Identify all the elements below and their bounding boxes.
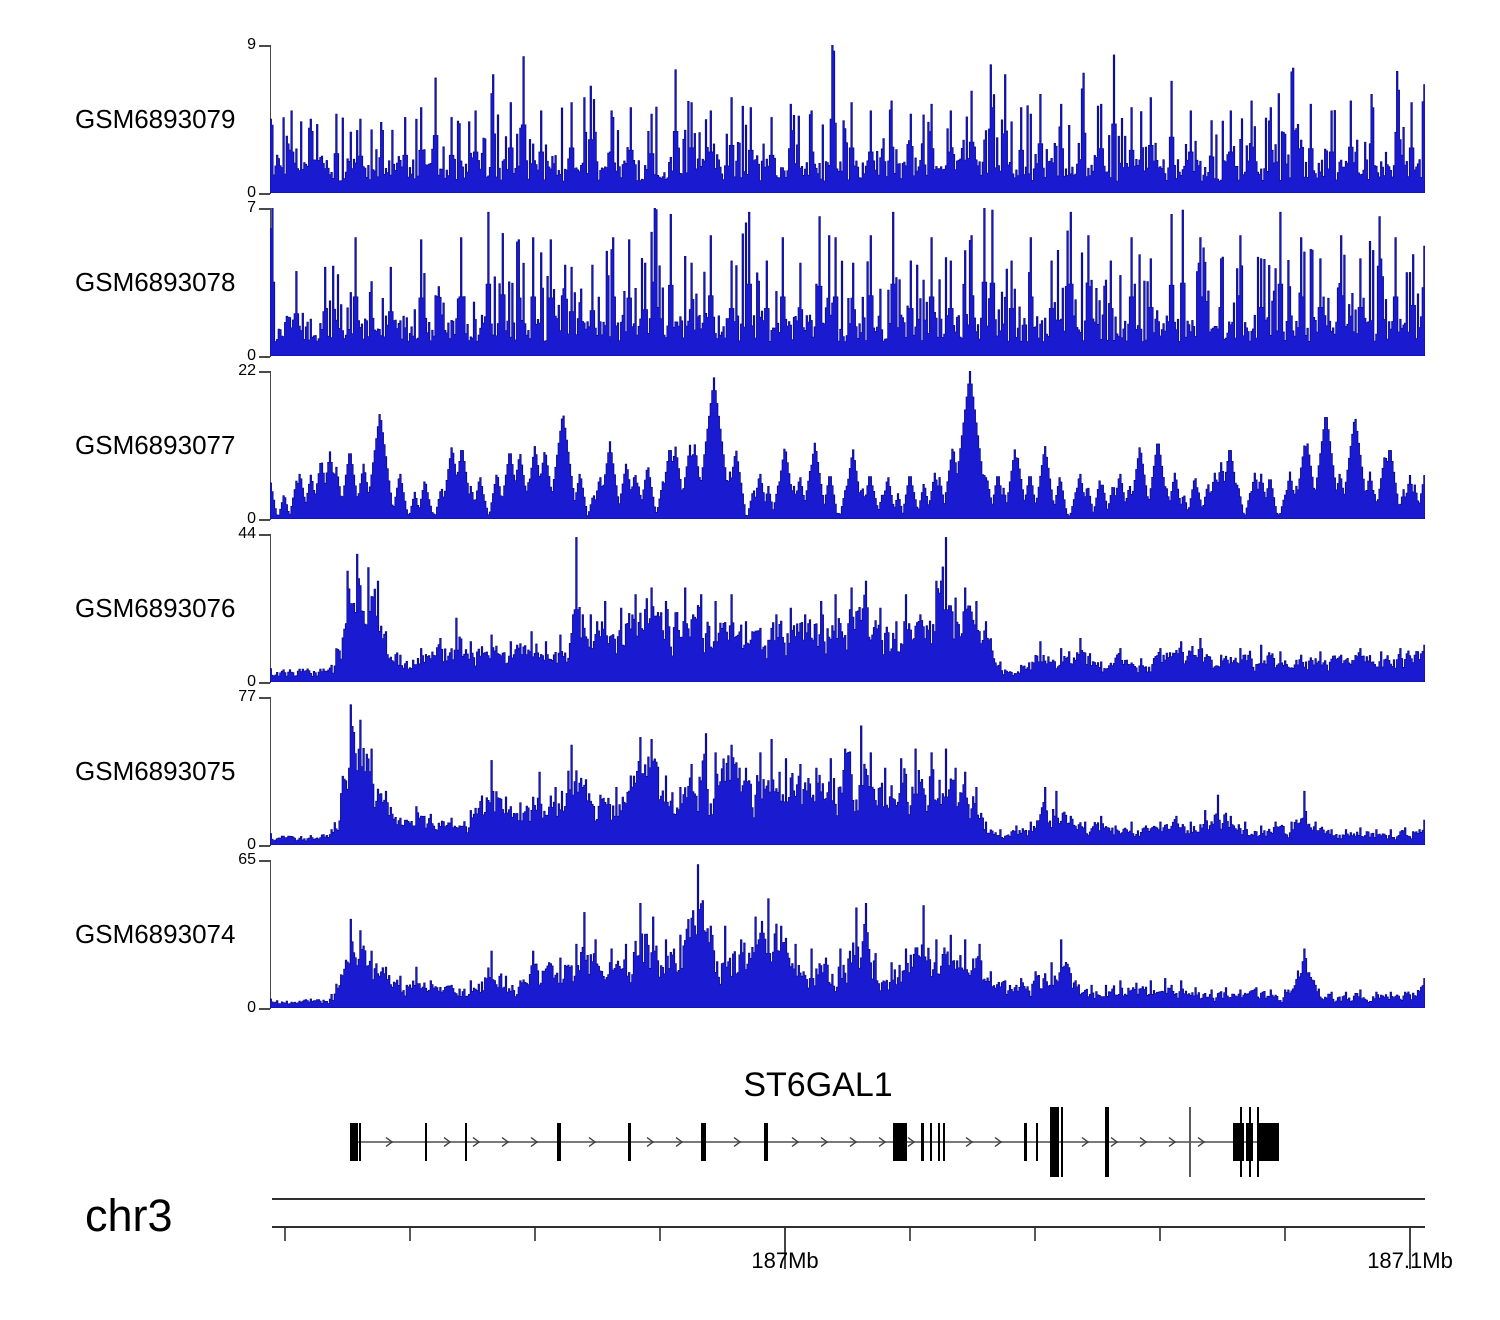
strand-arrow-icon (1168, 1136, 1177, 1148)
y-zero-label: 0 (247, 999, 256, 1016)
y-axis-top-tick (259, 208, 270, 210)
track-label: GSM6893079 (75, 103, 236, 134)
coverage-plot (270, 704, 1425, 845)
strand-arrow-icon (588, 1136, 597, 1148)
strand-arrow-icon (965, 1136, 974, 1148)
exon-box (557, 1123, 561, 1161)
exon-tall-bar (1061, 1107, 1063, 1177)
coverage-area (270, 45, 1425, 193)
gene-model-svg (350, 1107, 1279, 1177)
y-axis-line (269, 371, 272, 520)
y-axis-line (269, 534, 272, 683)
strand-arrow-icon (820, 1136, 829, 1148)
strand-arrow-icon (878, 1136, 887, 1148)
coverage-plot (270, 537, 1425, 682)
coverage-plot (270, 208, 1425, 356)
exon-tall-bar (1105, 1107, 1109, 1177)
exon-box (921, 1123, 924, 1161)
y-axis-zero-tick (259, 193, 270, 195)
y-axis-zero-tick (259, 1008, 270, 1010)
y-max-label: 65 (238, 851, 256, 868)
exon-box (465, 1123, 467, 1161)
exon-box (1257, 1123, 1279, 1161)
strand-arrow-icon (675, 1136, 684, 1148)
exon-box (1233, 1123, 1244, 1161)
exon-box (943, 1123, 945, 1161)
exon-box (764, 1123, 768, 1161)
y-axis-top-tick (259, 534, 270, 536)
gene-name-label: ST6GAL1 (743, 1066, 893, 1104)
y-zero-label: 0 (247, 184, 256, 201)
y-axis-zero-tick (259, 845, 270, 847)
exon-box (930, 1123, 932, 1161)
axis-tick-label: 187Mb (751, 1248, 819, 1273)
exon-box (1246, 1123, 1253, 1161)
y-max-label: 7 (247, 199, 256, 216)
y-zero-label: 0 (247, 673, 256, 690)
strand-arrow-icon (1197, 1136, 1206, 1148)
y-axis-top-tick (259, 45, 270, 47)
strand-arrow-icon (907, 1136, 916, 1148)
y-max-label: 22 (238, 362, 256, 379)
axis-tick-label: 187.1Mb (1367, 1248, 1453, 1273)
strand-arrow-icon (994, 1136, 1003, 1148)
y-axis-line (269, 860, 272, 1009)
track-label: GSM6893075 (75, 755, 236, 786)
y-axis-top-tick (259, 371, 270, 373)
exon-box (1024, 1123, 1027, 1161)
strand-arrow-icon (530, 1136, 539, 1148)
coverage-area (270, 537, 1425, 682)
y-axis-zero-tick (259, 356, 270, 358)
strand-arrow-icon (472, 1136, 481, 1148)
exon-box (701, 1123, 706, 1161)
coverage-plot (270, 45, 1425, 193)
y-zero-label: 0 (247, 836, 256, 853)
strand-arrow-icon (1081, 1136, 1090, 1148)
strand-arrow-icon (646, 1136, 655, 1148)
chromosome-label: chr3 (85, 1190, 173, 1241)
coverage-area (270, 371, 1425, 519)
y-zero-label: 0 (247, 510, 256, 527)
exon-tall-bar (1050, 1107, 1059, 1177)
exon-box (893, 1123, 907, 1161)
y-axis-top-tick (259, 697, 270, 699)
y-zero-label: 0 (247, 347, 256, 364)
exon-box (350, 1123, 358, 1161)
strand-arrow-icon (501, 1136, 510, 1148)
strand-arrow-icon (443, 1136, 452, 1148)
strand-arrow-icon (385, 1136, 394, 1148)
y-max-label: 77 (238, 688, 256, 705)
y-max-label: 9 (247, 36, 256, 53)
coverage-area (270, 704, 1425, 845)
exon-box (938, 1123, 940, 1161)
coverage-area (270, 864, 1425, 1008)
transcript-boundary-line (1189, 1107, 1191, 1177)
genome-axis-svg (272, 1198, 1425, 1269)
intron-line (351, 1141, 1279, 1143)
coverage-area (270, 208, 1425, 356)
coverage-plot (270, 371, 1425, 519)
y-axis-top-tick (259, 860, 270, 862)
track-label: GSM6893074 (75, 918, 236, 949)
strand-arrow-icon (849, 1136, 858, 1148)
coverage-plot (270, 864, 1425, 1008)
y-axis-zero-tick (259, 519, 270, 521)
y-axis-zero-tick (259, 682, 270, 684)
exon-box (1036, 1123, 1038, 1161)
strand-arrow-icon (1110, 1136, 1119, 1148)
y-max-label: 44 (238, 525, 256, 542)
track-label: GSM6893076 (75, 592, 236, 623)
strand-arrow-icon (733, 1136, 742, 1148)
exon-box (359, 1123, 361, 1161)
strand-arrow-icon (1139, 1136, 1148, 1148)
y-axis-line (269, 697, 272, 846)
exon-box (425, 1123, 427, 1161)
track-label: GSM6893077 (75, 429, 236, 460)
track-label: GSM6893078 (75, 266, 236, 297)
strand-arrow-icon (791, 1136, 800, 1148)
exon-box (628, 1123, 631, 1161)
